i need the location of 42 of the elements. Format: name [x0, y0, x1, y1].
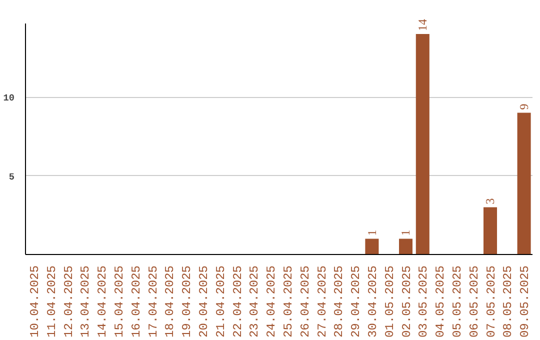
x-tick-label: 05.05.2025: [450, 265, 464, 338]
bar: [398, 238, 413, 254]
data-label: 3: [483, 198, 498, 204]
x-tick-label: 17.04.2025: [146, 265, 160, 338]
x-tick-label: 26.04.2025: [298, 265, 312, 338]
x-tick-label: 25.04.2025: [281, 265, 296, 338]
y-tick-label: 5: [8, 171, 15, 182]
x-tick-label: 14.04.2025: [96, 265, 110, 338]
x-tick-label: 10.04.2025: [28, 265, 42, 338]
x-tick-label: 24.04.2025: [264, 265, 279, 338]
x-tick-label: 15.04.2025: [112, 265, 126, 338]
x-tick-label: 20.04.2025: [196, 265, 211, 338]
x-tick-label: 04.05.2025: [434, 265, 448, 338]
x-tick-label: 12.04.2025: [62, 265, 76, 338]
x-tick-label: 16.04.2025: [129, 265, 144, 338]
y-tick-label: 10: [3, 92, 15, 104]
bar: [416, 34, 430, 254]
x-tick-label: 27.04.2025: [315, 265, 330, 338]
bar: [483, 207, 498, 254]
x-tick-label: 06.05.2025: [467, 265, 482, 338]
x-tick-label: 18.04.2025: [163, 265, 178, 338]
x-tick-label: 02.05.2025: [400, 265, 414, 338]
data-label: 9: [517, 104, 532, 110]
x-tick-label: 03.05.2025: [416, 265, 431, 338]
x-tick-label: 08.05.2025: [501, 265, 516, 338]
x-tick-label: 28.04.2025: [332, 265, 346, 338]
x-tick-label: 19.04.2025: [180, 265, 194, 338]
x-tick-label: 21.04.2025: [214, 265, 228, 338]
x-tick-label: 29.04.2025: [349, 265, 364, 338]
x-tick-label: 13.04.2025: [78, 265, 93, 338]
bar: [365, 238, 379, 254]
x-tick-label: 11.04.2025: [44, 265, 59, 338]
x-tick-label: 07.05.2025: [484, 265, 498, 338]
x-tick-label: 01.05.2025: [382, 265, 397, 338]
data-label: 1: [364, 230, 379, 236]
x-tick-label: 22.04.2025: [230, 265, 245, 338]
x-tick-label: 30.04.2025: [366, 265, 380, 338]
bar: [517, 112, 531, 254]
x-tick-label: 09.05.2025: [518, 265, 532, 338]
data-label: 1: [398, 230, 413, 236]
x-tick-label: 23.04.2025: [248, 265, 262, 338]
data-label: 14: [416, 19, 430, 32]
